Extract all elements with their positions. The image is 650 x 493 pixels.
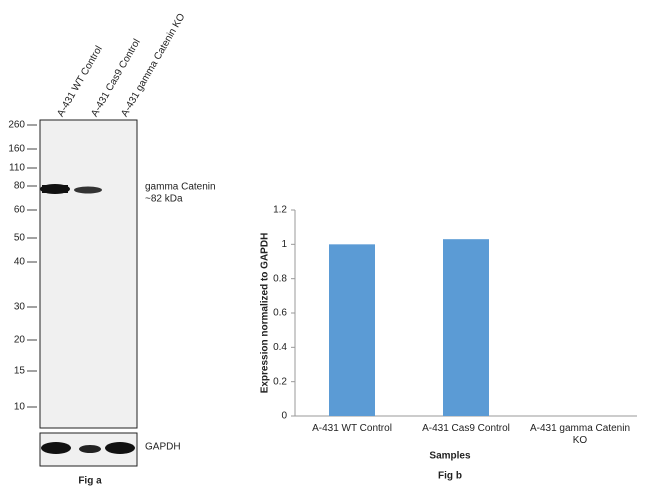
marker-label: 30 — [14, 302, 26, 313]
band-label: GAPDH — [145, 442, 181, 453]
marker-label: 40 — [14, 257, 26, 268]
y-tick-label: 0.4 — [273, 342, 287, 353]
x-tick-label: A-431 WT Control — [312, 423, 392, 434]
y-tick-label: 0.6 — [273, 308, 287, 319]
y-tick-label: 0 — [281, 411, 287, 422]
y-tick-label: 1 — [281, 239, 287, 250]
marker-label: 20 — [14, 335, 26, 346]
band — [41, 442, 71, 454]
caption: Fig b — [438, 471, 462, 482]
marker-label: 110 — [9, 163, 25, 174]
marker-label: 10 — [14, 402, 26, 413]
band — [79, 445, 101, 453]
marker-label: 50 — [14, 233, 26, 244]
bar — [443, 239, 489, 416]
band — [74, 186, 102, 194]
y-axis-label: Expression normalized to GAPDH — [260, 233, 271, 394]
marker-label: 60 — [14, 205, 26, 216]
y-tick-label: 0.8 — [273, 273, 287, 284]
x-tick-label: A-431 gamma Catenin KO — [529, 423, 631, 446]
x-tick-label: A-431 Cas9 Control — [422, 423, 510, 434]
caption: Fig a — [78, 476, 102, 487]
blot-membrane — [39, 119, 138, 429]
y-tick-label: 0.2 — [273, 376, 287, 387]
bar — [329, 244, 375, 416]
band — [105, 442, 135, 454]
marker-label: 15 — [14, 366, 26, 377]
band-label: ~82 kDa — [145, 194, 183, 205]
band-label: gamma Catenin — [145, 182, 216, 193]
marker-label: 160 — [8, 144, 25, 155]
band — [42, 185, 68, 193]
x-axis-label: Samples — [429, 451, 471, 462]
marker-label: 260 — [8, 120, 25, 131]
y-tick-label: 1.2 — [273, 205, 287, 216]
marker-label: 80 — [14, 181, 26, 192]
